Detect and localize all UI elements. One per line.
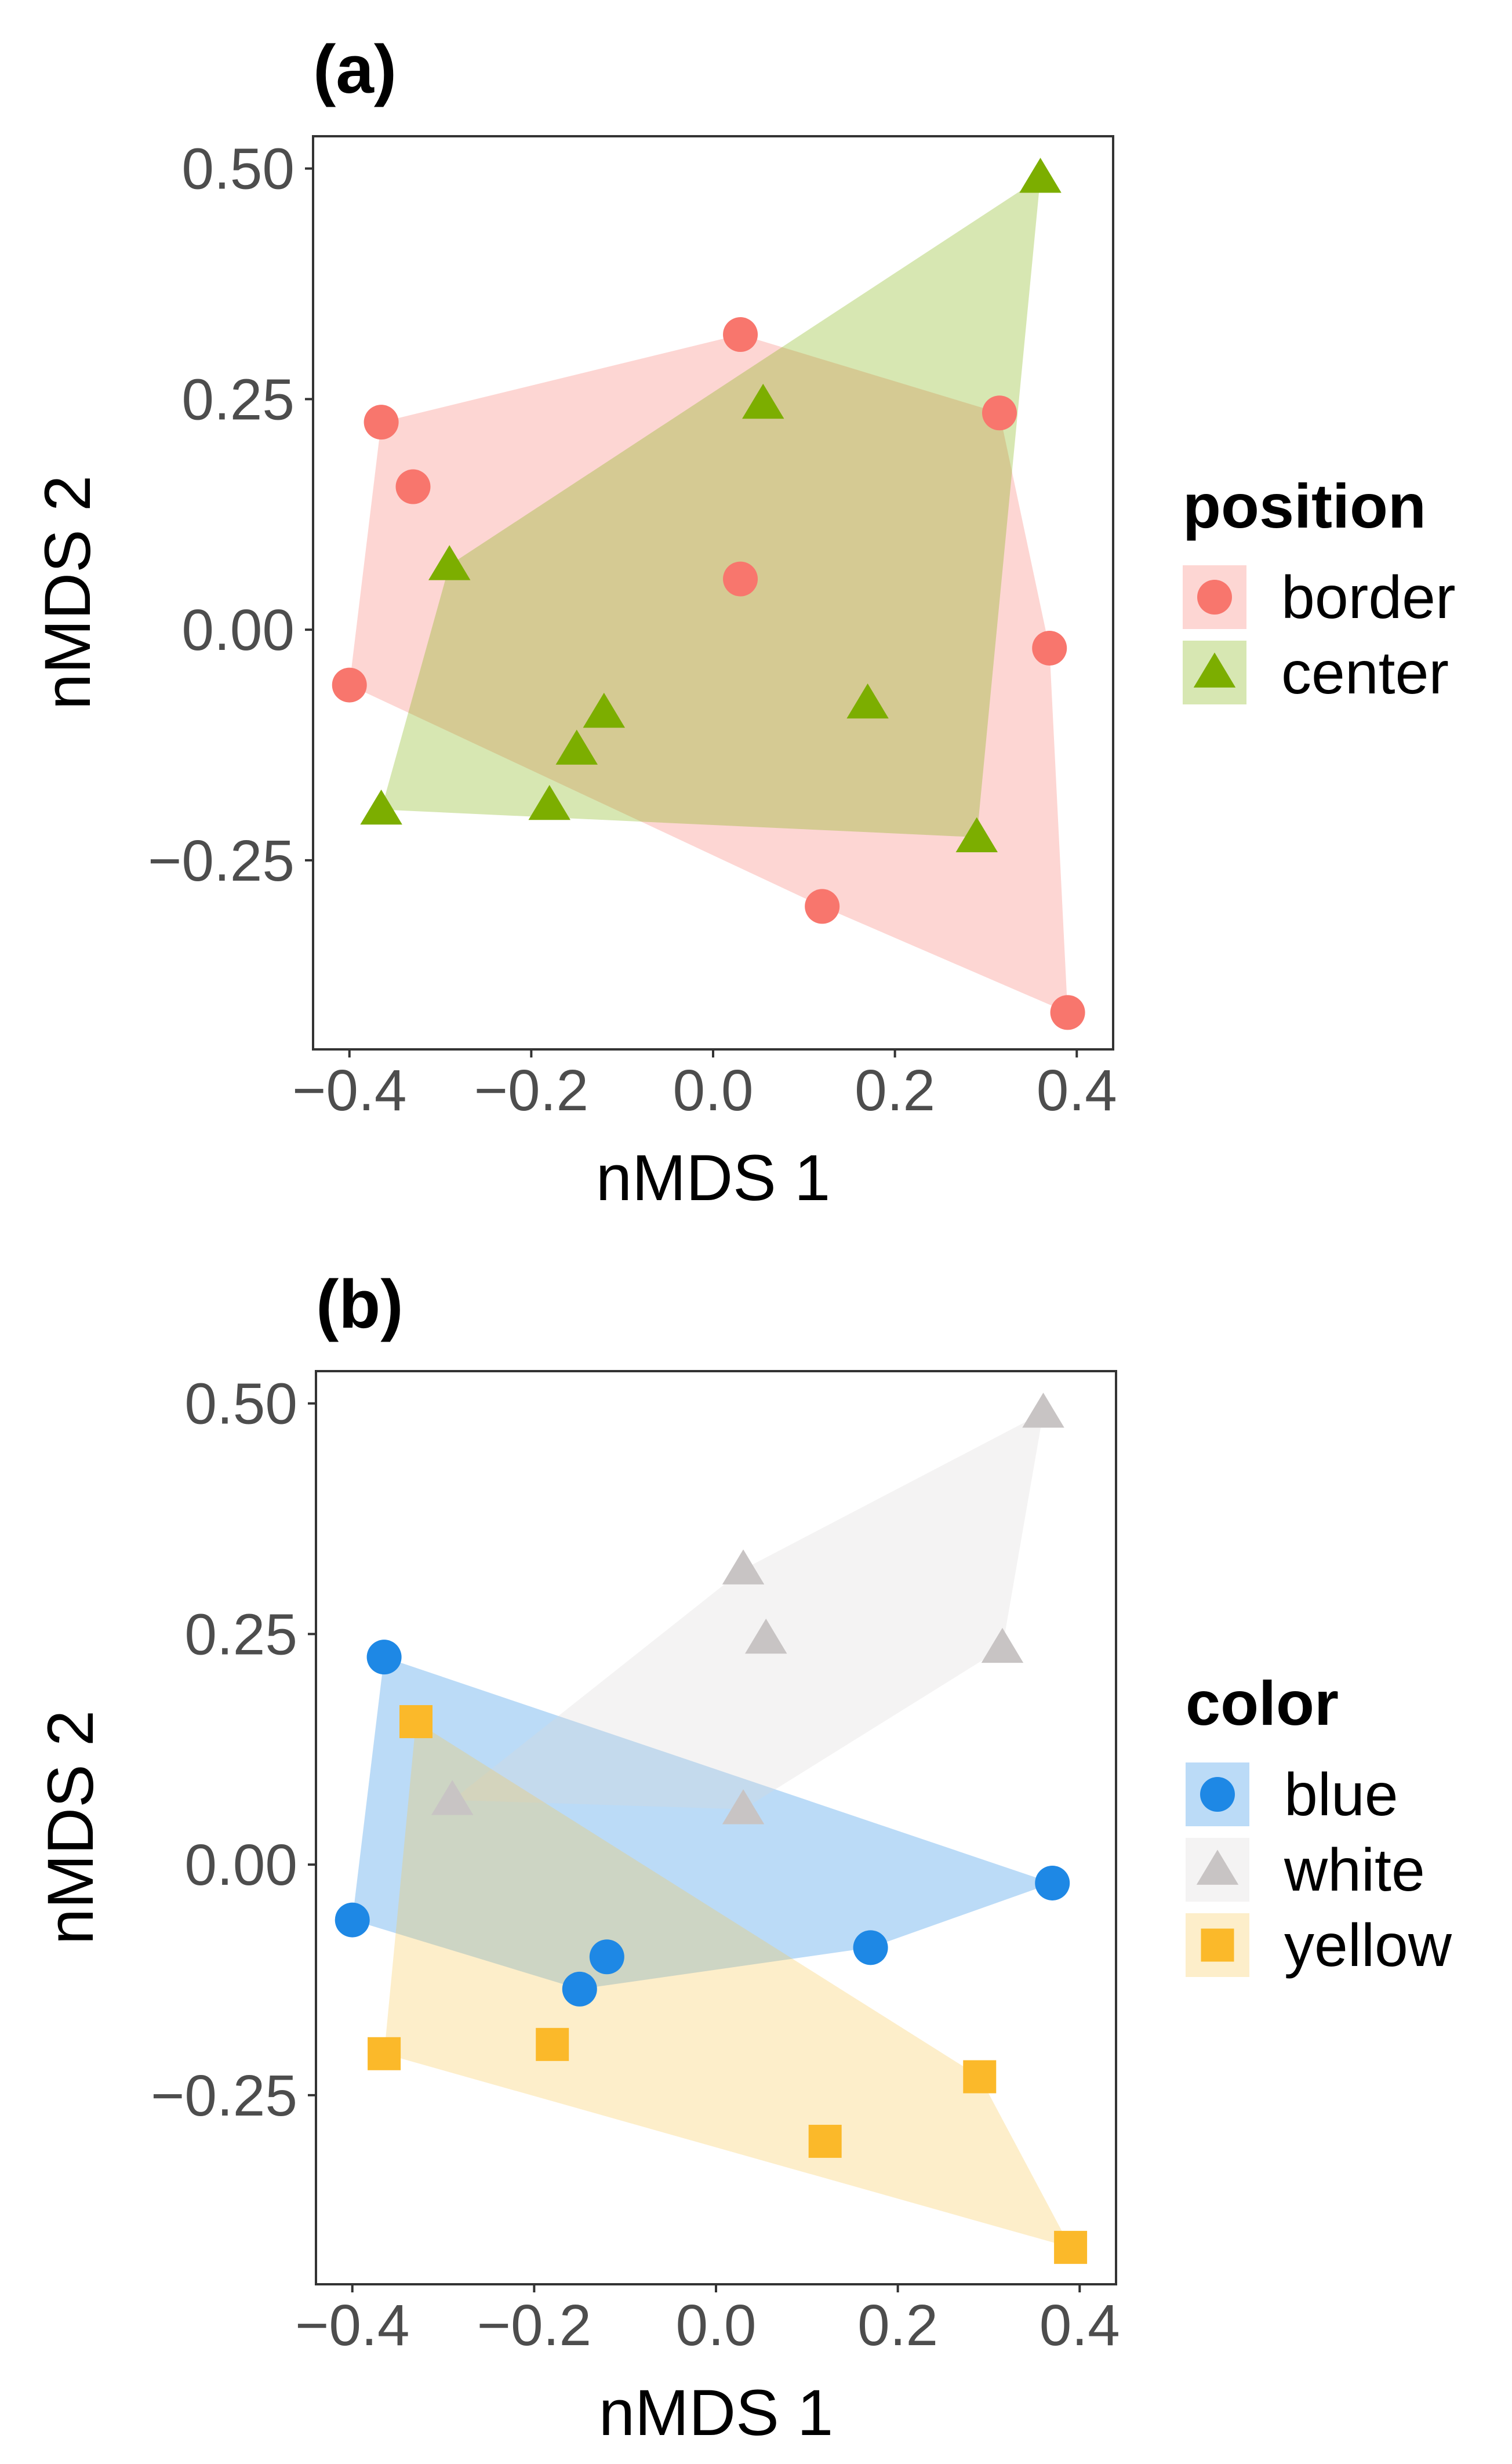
panel-b-legend-title: color: [1186, 1668, 1339, 1738]
panel-b-x-tick-label: 0.0: [675, 2293, 756, 2358]
panel-b-y-tick-label: −0.25: [151, 2063, 297, 2128]
panel-a-x-tick-label: −0.4: [292, 1058, 406, 1123]
panel-a-point-center-5: [846, 683, 889, 719]
panel-a-y-tick-label: −0.25: [148, 828, 295, 893]
panel-b-legend-marker-yellow: [1201, 1928, 1234, 1962]
panel-a-point-center-6: [360, 789, 402, 825]
panel-a-point-center-1: [742, 383, 784, 419]
panel-a-label: (a): [313, 31, 397, 108]
panel-b-point-blue-0: [366, 1640, 402, 1675]
panel-a-point-border-3: [982, 395, 1017, 431]
panel-b-y-tick-label: 0.50: [184, 1372, 297, 1437]
panel-a-point-border-5: [1032, 630, 1067, 666]
panel-a-point-center-8: [955, 817, 998, 852]
panel-b: (b) −0.4 −0.2 0.0 0.2 0.4 −0.250.000.250.50 …: [34, 1266, 1452, 2449]
panel-b-legend-marker-white: [1196, 1849, 1239, 1885]
panel-a-y-tick-label: 0.25: [181, 367, 295, 432]
panel-b-point-white-1: [722, 1549, 765, 1584]
panel-b-legend-label-blue: blue: [1284, 1761, 1398, 1829]
panel-b-point-white-3: [981, 1627, 1024, 1663]
panel-a-x-axis-ticks: −0.4 −0.2 0.0 0.2 0.4: [292, 1049, 1117, 1123]
panel-b-legend-label-white: white: [1284, 1837, 1425, 1904]
panel-a-legend-marker-border: [1197, 580, 1232, 615]
panel-b-legend-marker-blue: [1200, 1777, 1235, 1812]
panel-a-x-tick-label: −0.2: [474, 1058, 588, 1123]
panel-b-y-axis-title: nMDS 2: [34, 1710, 107, 1945]
panel-a-x-axis-title: nMDS 1: [596, 1142, 831, 1214]
panel-a-y-axis-title: nMDS 2: [31, 475, 104, 710]
panel-a-hull-border: [349, 335, 1068, 1013]
panel-a-point-center-3: [583, 692, 626, 728]
panel-b-x-tick-label: −0.4: [295, 2293, 409, 2358]
panel-a-legend-marker-center: [1193, 652, 1236, 688]
panel-b-points: [335, 1393, 1088, 2264]
panel-b-label: (b): [316, 1266, 404, 1343]
panel-a-y-axis-ticks: −0.25 0.00 0.25 0.50: [148, 137, 313, 893]
panel-a-legend: position border center: [1183, 471, 1456, 707]
panel-b-point-yellow-1: [368, 2037, 401, 2070]
panel-a: (a) −0.4 −0.2 0.0 0.2 0.4 −0.250.000.250.50 …: [31, 31, 1456, 1214]
panel-a-legend-label-border: border: [1281, 564, 1456, 631]
panel-a-point-border-4: [723, 561, 758, 597]
panel-a-point-center-4: [555, 729, 598, 765]
panel-b-point-blue-2: [335, 1902, 370, 1938]
panel-b-point-white-5: [722, 1789, 765, 1825]
panel-a-point-border-7: [805, 889, 840, 924]
panel-b-point-blue-1: [1035, 1865, 1070, 1900]
panel-b-x-tick-label: −0.2: [477, 2293, 591, 2358]
panel-b-legend-label-yellow: yellow: [1284, 1912, 1452, 1979]
panel-b-point-yellow-2: [536, 2027, 569, 2061]
panel-b-hull-yellow: [384, 1721, 1071, 2248]
panel-b-x-axis-title: nMDS 1: [599, 2376, 834, 2449]
panel-a-point-center-2: [428, 545, 471, 580]
panel-b-hull-white: [452, 1412, 1044, 1809]
panel-a-x-tick-label: 0.0: [673, 1058, 753, 1123]
panel-b-y-axis-ticks: −0.25 0.00 0.25 0.50: [151, 1372, 316, 2128]
panel-b-hull-blue: [352, 1657, 1053, 1989]
panel-a-y-tick-label: 0.50: [181, 137, 295, 202]
panel-b-point-yellow-3: [963, 2060, 997, 2094]
panel-a-legend-title: position: [1183, 471, 1426, 541]
panel-b-point-blue-4: [589, 1939, 624, 1975]
panel-a-point-border-2: [395, 469, 431, 504]
panel-a-y-tick-label: 0.00: [181, 598, 295, 663]
panel-a-point-border-1: [364, 405, 399, 440]
panel-b-x-axis-ticks: −0.4 −0.2 0.0 0.2 0.4: [295, 2284, 1120, 2358]
panel-a-point-border-8: [1050, 995, 1085, 1030]
panel-a-hulls: [349, 177, 1068, 1013]
panel-b-point-white-0: [1022, 1393, 1064, 1428]
panel-a-legend-label-center: center: [1281, 639, 1449, 707]
panel-a-x-tick-label: 0.2: [855, 1058, 935, 1123]
panel-b-point-yellow-4: [808, 2124, 842, 2158]
panel-a-points: [332, 158, 1085, 1030]
panel-a-hull-center: [381, 177, 1041, 838]
panel-b-point-white-2: [745, 1618, 787, 1654]
panel-a-point-center-0: [1019, 158, 1062, 193]
panel-b-legend: color blue white yellow: [1186, 1668, 1452, 1979]
panel-a-point-center-7: [528, 784, 570, 820]
panel-b-y-tick-label: 0.25: [184, 1602, 297, 1667]
panel-b-y-tick-label: 0.00: [184, 1833, 297, 1898]
panel-b-x-tick-label: 0.2: [857, 2293, 938, 2358]
panel-b-point-blue-5: [562, 1971, 597, 2007]
panel-b-x-tick-label: 0.4: [1040, 2293, 1120, 2358]
panel-b-hulls: [352, 1412, 1071, 2248]
panel-a-point-border-6: [332, 667, 367, 703]
panel-b-point-blue-3: [853, 1930, 888, 1965]
panel-b-point-yellow-5: [1054, 2230, 1088, 2264]
panel-b-point-white-4: [431, 1780, 474, 1815]
panel-a-x-tick-label: 0.4: [1037, 1058, 1117, 1123]
panel-a-point-border-0: [723, 317, 758, 352]
panel-b-point-yellow-0: [399, 1705, 432, 1739]
